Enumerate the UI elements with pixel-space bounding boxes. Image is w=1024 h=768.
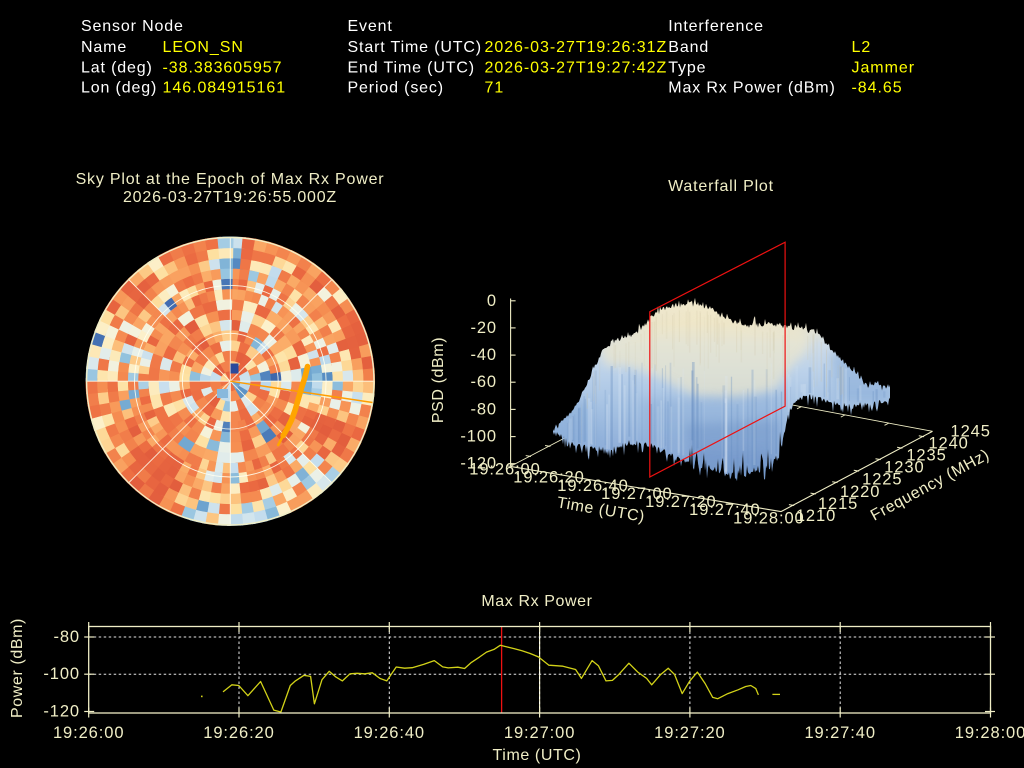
svg-text:19:27:20: 19:27:20 xyxy=(645,493,716,511)
svg-text:-120: -120 xyxy=(460,455,497,473)
svg-text:Time (UTC): Time (UTC) xyxy=(493,747,582,764)
svg-text:Lat (deg): Lat (deg) xyxy=(81,60,153,77)
svg-text:0: 0 xyxy=(487,292,497,310)
svg-text:End Time (UTC): End Time (UTC) xyxy=(348,60,475,77)
svg-text:Sensor Node: Sensor Node xyxy=(81,18,184,35)
svg-text:-80: -80 xyxy=(470,400,497,418)
svg-text:146.084915161: 146.084915161 xyxy=(163,80,287,97)
svg-text:Type: Type xyxy=(668,60,706,77)
svg-text:19:27:20: 19:27:20 xyxy=(654,724,725,742)
svg-text:-84.65: -84.65 xyxy=(852,80,903,97)
svg-text:1220: 1220 xyxy=(840,483,880,501)
svg-text:1230: 1230 xyxy=(884,459,924,477)
svg-text:Band: Band xyxy=(668,39,709,56)
svg-text:Max Rx Power: Max Rx Power xyxy=(481,593,592,610)
svg-text:2026-03-27T19:26:31Z: 2026-03-27T19:26:31Z xyxy=(485,39,668,56)
svg-text:19:27:40: 19:27:40 xyxy=(689,501,760,519)
svg-text:-80: -80 xyxy=(53,628,80,646)
svg-text:-100: -100 xyxy=(43,665,80,683)
svg-text:19:26:00: 19:26:00 xyxy=(53,724,124,742)
svg-text:Sky Plot at the Epoch of Max R: Sky Plot at the Epoch of Max Rx Power xyxy=(76,171,385,188)
svg-text:-120: -120 xyxy=(43,703,80,721)
svg-text:1245: 1245 xyxy=(951,422,991,440)
svg-text:Lon (deg): Lon (deg) xyxy=(81,80,157,97)
svg-text:19:27:40: 19:27:40 xyxy=(804,724,875,742)
svg-text:19:26:20: 19:26:20 xyxy=(513,469,584,487)
svg-text:19:26:40: 19:26:40 xyxy=(557,477,628,495)
svg-text:19:28:00: 19:28:00 xyxy=(733,509,804,527)
svg-text:Start Time (UTC): Start Time (UTC) xyxy=(348,39,483,56)
svg-text:-40: -40 xyxy=(470,346,497,364)
svg-text:L2: L2 xyxy=(852,39,872,56)
svg-text:-20: -20 xyxy=(470,319,497,337)
svg-text:2026-03-27T19:27:42Z: 2026-03-27T19:27:42Z xyxy=(485,60,668,77)
svg-text:Name: Name xyxy=(81,39,127,56)
svg-text:2026-03-27T19:26:55.000Z: 2026-03-27T19:26:55.000Z xyxy=(123,189,337,206)
svg-text:19:26:40: 19:26:40 xyxy=(354,724,425,742)
svg-text:1240: 1240 xyxy=(928,434,968,452)
svg-text:19:27:00: 19:27:00 xyxy=(601,485,672,503)
svg-text:71: 71 xyxy=(485,80,505,97)
svg-text:PSD (dBm): PSD (dBm) xyxy=(430,337,447,423)
svg-text:1210: 1210 xyxy=(796,507,836,525)
svg-text:-38.383605957: -38.383605957 xyxy=(163,60,283,77)
svg-text:1215: 1215 xyxy=(818,495,858,513)
svg-text:Period (sec): Period (sec) xyxy=(348,80,444,97)
svg-text:-60: -60 xyxy=(470,373,497,391)
svg-text:19:26:20: 19:26:20 xyxy=(203,724,274,742)
svg-text:Max Rx Power (dBm): Max Rx Power (dBm) xyxy=(668,80,835,97)
svg-text:19:28:00: 19:28:00 xyxy=(955,724,1024,742)
svg-text:LEON_SN: LEON_SN xyxy=(163,39,244,56)
svg-text:19:27:00: 19:27:00 xyxy=(504,724,575,742)
svg-text:Event: Event xyxy=(348,18,393,35)
svg-text:1235: 1235 xyxy=(906,447,946,465)
svg-text:-100: -100 xyxy=(460,428,497,446)
svg-text:Jammer: Jammer xyxy=(852,60,915,77)
svg-text:1225: 1225 xyxy=(862,471,902,489)
svg-text:19:26:00: 19:26:00 xyxy=(469,461,540,479)
svg-text:Waterfall Plot: Waterfall Plot xyxy=(668,178,774,195)
svg-text:Power (dBm): Power (dBm) xyxy=(9,618,26,718)
svg-text:Interference: Interference xyxy=(668,18,764,35)
